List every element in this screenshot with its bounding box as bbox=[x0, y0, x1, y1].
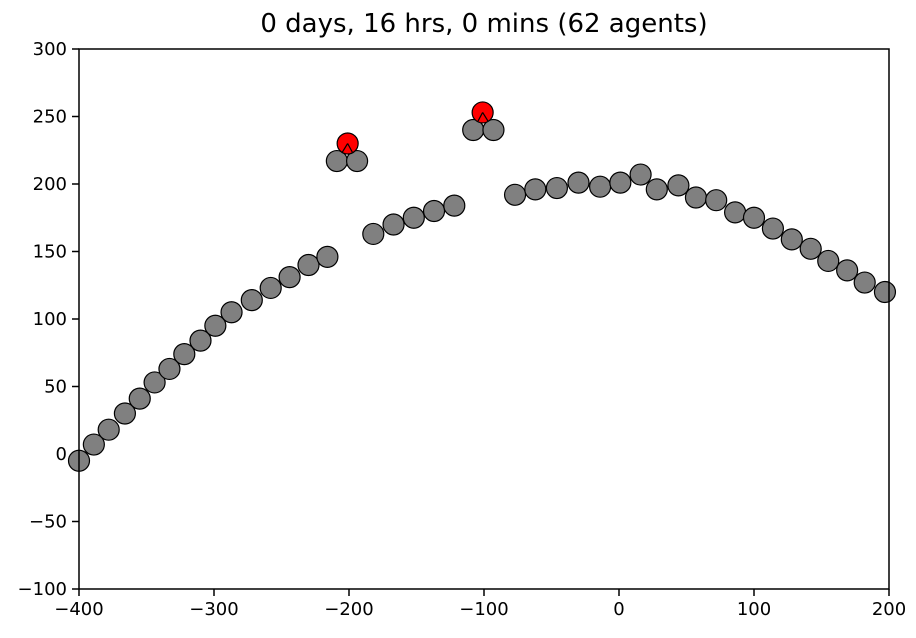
agent-point bbox=[443, 194, 466, 217]
agent-point bbox=[629, 163, 652, 186]
agent-point bbox=[316, 245, 339, 268]
agent-point bbox=[742, 206, 766, 229]
agent-point bbox=[113, 402, 137, 425]
agent-link bbox=[477, 112, 484, 122]
agent-point bbox=[853, 271, 876, 294]
agent-point bbox=[82, 433, 105, 456]
x-tick-label: −300 bbox=[189, 599, 238, 620]
x-tick-label: 0 bbox=[613, 599, 624, 620]
agent-point bbox=[667, 174, 690, 197]
x-tick-label: −400 bbox=[54, 599, 103, 620]
agents-layer bbox=[67, 101, 897, 472]
agent-point bbox=[143, 371, 166, 394]
agent-point bbox=[761, 217, 785, 240]
agent-point bbox=[204, 314, 227, 337]
y-tick-label: −50 bbox=[29, 512, 67, 533]
x-axis: −400 −300 −200 −100 0 100 200 bbox=[54, 589, 906, 620]
agent-point bbox=[645, 178, 668, 201]
y-tick-label: 50 bbox=[44, 377, 67, 398]
y-tick-label: 100 bbox=[33, 309, 67, 330]
chart-title: 0 days, 16 hrs, 0 mins (62 agents) bbox=[260, 9, 707, 39]
agent-point bbox=[173, 343, 196, 366]
agent-point bbox=[297, 253, 320, 277]
agent-point bbox=[524, 178, 547, 201]
x-tick-label: 200 bbox=[872, 599, 906, 620]
agent-point bbox=[609, 171, 632, 194]
agent-point bbox=[482, 118, 505, 142]
agent-link bbox=[347, 143, 353, 153]
agent-point bbox=[836, 259, 859, 282]
agent-point bbox=[422, 199, 446, 223]
agent-point bbox=[259, 276, 282, 300]
agent-point bbox=[128, 387, 151, 410]
agent-link bbox=[341, 143, 349, 153]
y-tick-label: 200 bbox=[33, 174, 67, 195]
agent-link bbox=[482, 112, 489, 122]
agent-point bbox=[158, 357, 181, 381]
agent-point bbox=[588, 175, 612, 198]
agent-point bbox=[278, 266, 301, 289]
y-tick-label: −100 bbox=[18, 579, 67, 600]
x-tick-label: −100 bbox=[459, 599, 508, 620]
y-tick-label: 0 bbox=[56, 444, 67, 465]
agent-point bbox=[189, 329, 212, 352]
y-tick-label: 150 bbox=[33, 242, 67, 263]
agent-point bbox=[97, 418, 120, 441]
agent-point bbox=[723, 201, 747, 224]
agent-point bbox=[567, 171, 590, 194]
y-tick-label: 300 bbox=[33, 39, 67, 60]
plot-frame bbox=[78, 48, 890, 590]
agent-point bbox=[873, 280, 897, 304]
agent-point bbox=[817, 249, 840, 273]
agent-point bbox=[402, 206, 425, 229]
y-axis: −100 −50 0 50 100 150 200 250 300 bbox=[18, 39, 79, 600]
agent-point bbox=[780, 228, 803, 251]
agent-point bbox=[220, 301, 243, 324]
agent-point bbox=[799, 237, 822, 260]
agent-point bbox=[382, 213, 405, 236]
y-tick-label: 250 bbox=[33, 107, 67, 128]
agent-point bbox=[684, 186, 708, 209]
agent-point bbox=[346, 149, 369, 173]
x-tick-label: −200 bbox=[324, 599, 373, 620]
x-tick-label: 100 bbox=[737, 599, 771, 620]
agent-point bbox=[705, 189, 728, 212]
agent-point bbox=[503, 183, 527, 206]
agent-point bbox=[240, 289, 263, 312]
agent-point bbox=[362, 222, 385, 246]
agent-point bbox=[545, 176, 569, 200]
